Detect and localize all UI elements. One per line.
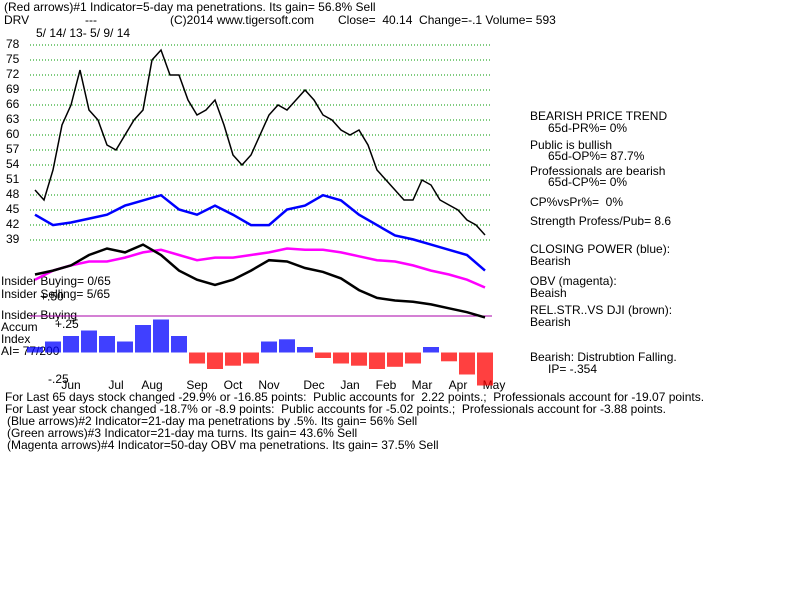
y-tick-label: 60 xyxy=(6,127,20,141)
bar xyxy=(63,336,79,353)
side-note: REL.STR..VS DJI (brown): xyxy=(530,303,672,317)
bar xyxy=(351,352,367,366)
accum-label: Accum xyxy=(1,320,38,334)
y-tick-label: 51 xyxy=(6,172,20,186)
bar xyxy=(279,339,295,353)
y-tick-label: 63 xyxy=(6,112,20,126)
y-tick-label: 66 xyxy=(6,97,20,111)
x-tick-label: Aug xyxy=(141,378,162,392)
bar xyxy=(27,347,43,353)
x-tick-label: Nov xyxy=(258,378,279,392)
side-note: OBV (magenta): xyxy=(530,274,617,288)
index-label: Index xyxy=(1,332,30,346)
side-note: CLOSING POWER (blue): xyxy=(530,242,670,256)
side-note: Strength Profess/Pub= 8.6 xyxy=(530,214,671,228)
header-title: (Red arrows)#1 Indicator=5-day ma penetr… xyxy=(4,0,376,14)
insider-buying-label: Insider Buying xyxy=(1,308,77,322)
side-note: 65d-CP%= 0% xyxy=(548,175,627,189)
side-note: CP%vsPr%= 0% xyxy=(530,195,623,209)
bar xyxy=(135,325,151,353)
bar xyxy=(153,319,169,353)
footer-line: (Blue arrows)#2 Indicator=21-day ma pene… xyxy=(7,414,417,428)
bar xyxy=(441,352,457,362)
bar xyxy=(207,352,223,369)
side-note: 65d-PR%= 0% xyxy=(548,121,627,135)
bar xyxy=(243,352,259,364)
y-tick-label: 42 xyxy=(6,217,20,231)
side-note: Professionals are bearish xyxy=(530,164,665,178)
insider-buying: Insider Buying= 0/65 xyxy=(1,274,111,288)
footer-line: (Green arrows)#3 Indicator=21-day ma tur… xyxy=(7,426,357,440)
series-line xyxy=(34,247,486,289)
bar xyxy=(459,352,475,375)
date-range: 5/ 14/ 13- 5/ 9/ 14 xyxy=(36,26,130,40)
side-note: Bearish xyxy=(530,315,571,329)
x-tick-label: Sep xyxy=(186,378,208,392)
y-tick-label: 69 xyxy=(6,82,20,96)
side-note: Public is bullish xyxy=(530,138,612,152)
footer-line: For Last 65 days stock changed -29.9% or… xyxy=(5,390,704,404)
y-tick-label: 54 xyxy=(6,157,20,171)
side-note: IP= -.354 xyxy=(548,362,597,376)
y-tick-label: +.25 xyxy=(55,317,79,331)
series-line xyxy=(34,193,486,272)
x-tick-label: Mar xyxy=(412,378,433,392)
x-tick-label: Jan xyxy=(340,378,359,392)
x-tick-label: Oct xyxy=(224,378,243,392)
bar xyxy=(333,352,349,364)
symbol: DRV xyxy=(4,13,29,27)
bar xyxy=(45,341,61,353)
series-line xyxy=(34,48,486,236)
x-tick-label: Jun xyxy=(61,378,80,392)
y-tick-label: +.50 xyxy=(40,290,64,304)
bar xyxy=(405,352,421,364)
y-tick-label: 39 xyxy=(6,232,20,246)
bar xyxy=(81,330,97,353)
bar xyxy=(315,352,331,358)
side-note: Bearish: Distrubtion Falling. xyxy=(530,350,677,364)
bar xyxy=(387,352,403,367)
dashes: --- xyxy=(85,13,97,27)
bar xyxy=(297,347,313,353)
bar xyxy=(189,352,205,364)
series-line xyxy=(34,243,486,319)
y-tick-label: 72 xyxy=(6,67,20,81)
y-tick-label: 48 xyxy=(6,187,20,201)
x-tick-label: Dec xyxy=(303,378,324,392)
copyright: (C)2014 www.tigersoft.com xyxy=(170,13,314,27)
insider-selling: Insider Selling= 5/65 xyxy=(1,287,110,301)
x-tick-label: Apr xyxy=(449,378,468,392)
bar xyxy=(117,341,133,353)
y-tick-label: 45 xyxy=(6,202,20,216)
bar xyxy=(171,336,187,353)
y-tick-label: 57 xyxy=(6,142,20,156)
side-note: Bearish xyxy=(530,254,571,268)
bar xyxy=(477,352,493,386)
x-tick-label: Feb xyxy=(376,378,397,392)
y-tick-label: 75 xyxy=(6,52,20,66)
bar xyxy=(369,352,385,369)
bar xyxy=(423,347,439,353)
footer-line: (Magenta arrows)#4 Indicator=50-day OBV … xyxy=(7,438,439,452)
side-note: BEARISH PRICE TREND xyxy=(530,109,667,123)
bar xyxy=(261,341,277,353)
quote: Close= 40.14 Change=-.1 Volume= 593 xyxy=(338,13,556,27)
y-tick-label: 78 xyxy=(6,37,20,51)
side-note: Beaish xyxy=(530,286,567,300)
bar xyxy=(99,336,115,353)
footer-line: For Last year stock changed -18.7% or -8… xyxy=(5,402,666,416)
bar xyxy=(225,352,241,366)
y-tick-label: -.25 xyxy=(48,372,69,386)
side-note: 65d-OP%= 87.7% xyxy=(548,149,645,163)
x-tick-label: Jul xyxy=(108,378,123,392)
